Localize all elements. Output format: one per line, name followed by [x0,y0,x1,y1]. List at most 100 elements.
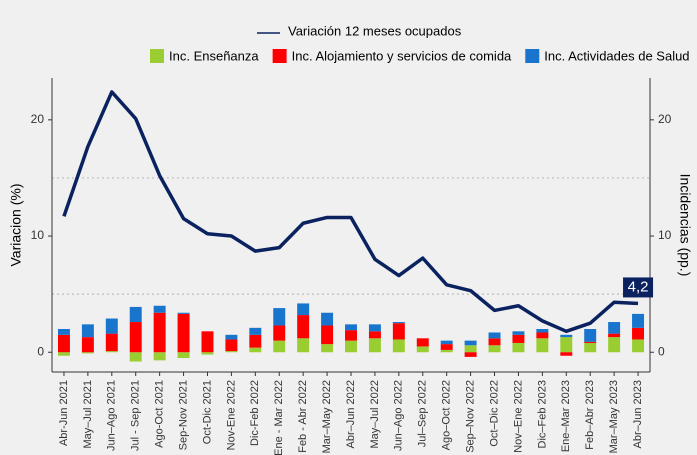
bar [392,323,405,340]
bar [416,346,429,353]
x-tick-label: Oct-Dic 2021 [201,380,213,444]
bar [584,341,597,343]
legend-label: Inc. Alojamiento y servicios de comida [292,48,512,63]
x-tick-label: Sep–Nov 2022 [465,380,477,453]
y2-tick-label: 10 [658,228,672,242]
legend-swatch [525,49,540,63]
x-tick-label: Jun–Ago 2022 [393,380,405,451]
bar [321,344,334,353]
bar [512,331,525,335]
y-axis-title: Variacion (%) [8,184,24,267]
x-tick-label: Abr-Jun 2021 [58,380,70,446]
bar [464,340,477,346]
bar [201,352,214,355]
bar [608,333,621,338]
bar [488,332,501,339]
bar [345,324,357,331]
bar [488,338,501,346]
bar [321,312,334,326]
x-tick-label: Mar–May 2023 [608,380,620,453]
bar [105,318,118,334]
bar [225,351,238,353]
bar [560,337,573,353]
bar [297,315,310,339]
x-tick-label: May–Jul 2022 [369,380,381,449]
bar [488,345,501,353]
bar [57,334,70,353]
x-tick-label: Dic–Feb 2023 [536,380,548,449]
bar [321,325,334,345]
bar [201,331,214,353]
bar [249,334,262,348]
bar [608,322,621,334]
y-tick-label: 10 [31,228,45,242]
y-tick-label: 20 [31,112,45,126]
bar [368,338,381,353]
bar [632,313,645,328]
bar [249,327,262,335]
bar [536,329,549,333]
y-tick-label: 0 [37,344,44,358]
x-tick-label: Ene - Mar 2022 [273,380,285,455]
bar [57,352,70,356]
bar [249,347,262,353]
bar [273,340,286,353]
x-tick-label: Jul–Sep 2022 [417,380,429,447]
x-tick-label: Nov-Ene 2022 [225,380,237,450]
x-tick-label: Ago-Oct 2021 [154,380,166,448]
bar [584,342,597,353]
line [62,90,639,334]
bar [512,334,525,343]
bar [440,340,453,345]
bar [368,331,381,339]
x-tick-label: Abr–Jun 2023 [632,380,644,449]
x-tick-label: Jun–Ago 2021 [106,380,118,451]
legend-label: Inc. Actividades de Salud [544,48,689,63]
x-tick-label: Dic-Feb 2022 [249,380,261,446]
bar [81,352,94,354]
value-label: 4,2 [628,278,649,295]
y2-tick-label: 0 [658,344,665,358]
bar [512,342,525,353]
bar [129,322,142,353]
bar [57,329,70,335]
bar [153,352,166,361]
bar [105,351,118,353]
bar [632,339,645,353]
bar [225,339,238,352]
value-label-box [623,277,654,298]
bar [129,306,142,323]
x-tick-label: Mar–May 2022 [321,380,333,453]
legend-swatch [150,49,164,63]
bar [273,308,286,326]
bar [297,338,310,353]
bar [608,337,621,353]
bar [464,352,477,357]
bar [440,349,453,353]
bar [153,312,166,353]
bar [368,324,381,332]
bar [464,345,477,353]
bar [129,352,142,362]
bar [273,325,286,341]
bar [560,352,573,356]
bar [416,338,429,347]
bar [153,305,166,313]
x-tick-label: Abr–Jun 2022 [345,380,357,449]
x-tick-label: Jul - Sep 2021 [130,380,142,451]
bar [392,339,405,353]
x-tick-label: May–Jul 2021 [82,380,94,449]
bar [177,352,190,359]
y2-tick-label: 20 [658,112,672,126]
bar [177,312,190,314]
y2-axis-title: Incidencias (pp.) [677,174,693,277]
legend-label: Inc. Enseñanza [169,48,259,63]
bar [440,344,453,350]
bar [81,337,94,353]
x-tick-label: Feb–Abr 2023 [584,380,596,450]
legend-label: Variación 12 meses ocupados [288,23,462,38]
bar [536,338,549,353]
bar [345,340,357,353]
bar [105,333,118,352]
